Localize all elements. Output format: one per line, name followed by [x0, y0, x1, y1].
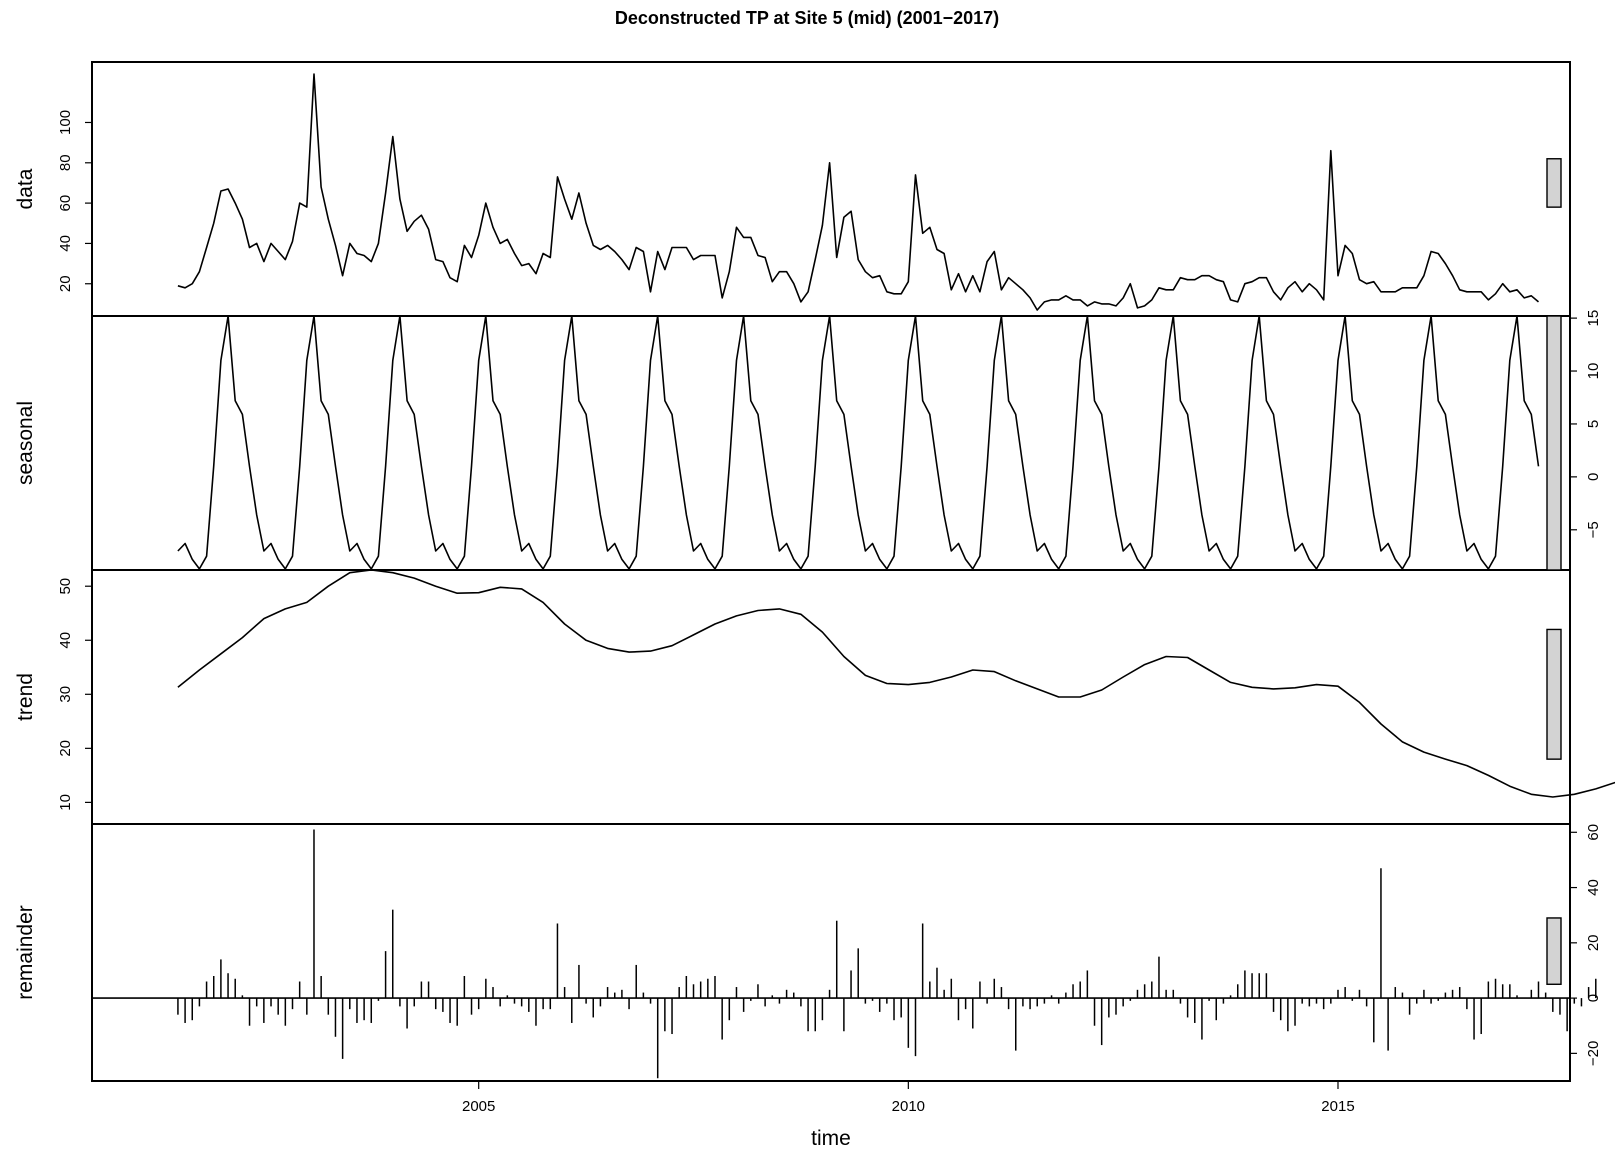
remainder-y-tick-label: 40 — [1585, 879, 1602, 896]
x-axis-title: time — [811, 1127, 851, 1150]
trend-y-tick-label: 50 — [57, 578, 74, 595]
data-panel-label: data — [14, 168, 37, 209]
data-y-tick-label: 80 — [57, 154, 74, 171]
remainder-y-tick-label: 60 — [1585, 824, 1602, 841]
data-y-tick-label: 20 — [57, 275, 74, 292]
panel-data: data 20 40 60 80 100 — [14, 73, 1570, 317]
panel-trend: trend 10 20 30 40 50 — [14, 569, 1615, 825]
panel-remainder: remainder −20 0 20 40 60 — [14, 824, 1602, 1079]
chart-title: Deconstructed TP at Site 5 (mid) (2001−2… — [615, 8, 999, 28]
seasonal-y-tick-label: 10 — [1585, 363, 1602, 380]
data-series-line — [177, 73, 1540, 311]
x-tick-label: 2015 — [1321, 1098, 1354, 1115]
seasonal-y-tick-label: −5 — [1585, 521, 1602, 538]
data-y-tick-label: 40 — [57, 235, 74, 252]
seasonal-y-tick-label: 0 — [1585, 473, 1602, 481]
panel-seasonal: seasonal −5 0 5 10 15 — [14, 310, 1602, 571]
trend-y-tick-label: 20 — [57, 740, 74, 757]
data-y-tick-label: 60 — [57, 195, 74, 212]
trend-y-tick-label: 30 — [57, 686, 74, 703]
trend-y-tick-label: 40 — [57, 632, 74, 649]
trend-scale-bar — [1546, 628, 1562, 760]
seasonal-y-tick-label: 15 — [1585, 310, 1602, 327]
remainder-y-tick-label: 20 — [1585, 934, 1602, 951]
remainder-scale-bar — [1546, 917, 1562, 985]
data-y-tick-label: 100 — [57, 110, 74, 135]
remainder-y-tick-label: −20 — [1585, 1041, 1602, 1066]
trend-series-line — [177, 569, 1615, 798]
seasonal-y-tick-label: 5 — [1585, 420, 1602, 428]
data-scale-bar — [1546, 158, 1562, 208]
x-tick-label: 2005 — [462, 1098, 495, 1115]
remainder-panel-label: remainder — [14, 905, 37, 1000]
x-axis: 2005 2010 2015 — [462, 1081, 1355, 1115]
seasonal-panel-label: seasonal — [14, 401, 37, 485]
trend-y-tick-label: 10 — [57, 794, 74, 811]
panels-group: data 20 40 60 80 100 seasonal −5 0 5 10 15 trend 10 20… — [14, 73, 1615, 1079]
seasonal-series-line — [177, 315, 1540, 570]
trend-panel-label: trend — [14, 673, 37, 721]
x-tick-label: 2010 — [892, 1098, 925, 1115]
outer-frame — [91, 61, 1571, 1082]
remainder-y-tick-label: 0 — [1585, 994, 1602, 1002]
seasonal-scale-bar — [1546, 315, 1562, 571]
